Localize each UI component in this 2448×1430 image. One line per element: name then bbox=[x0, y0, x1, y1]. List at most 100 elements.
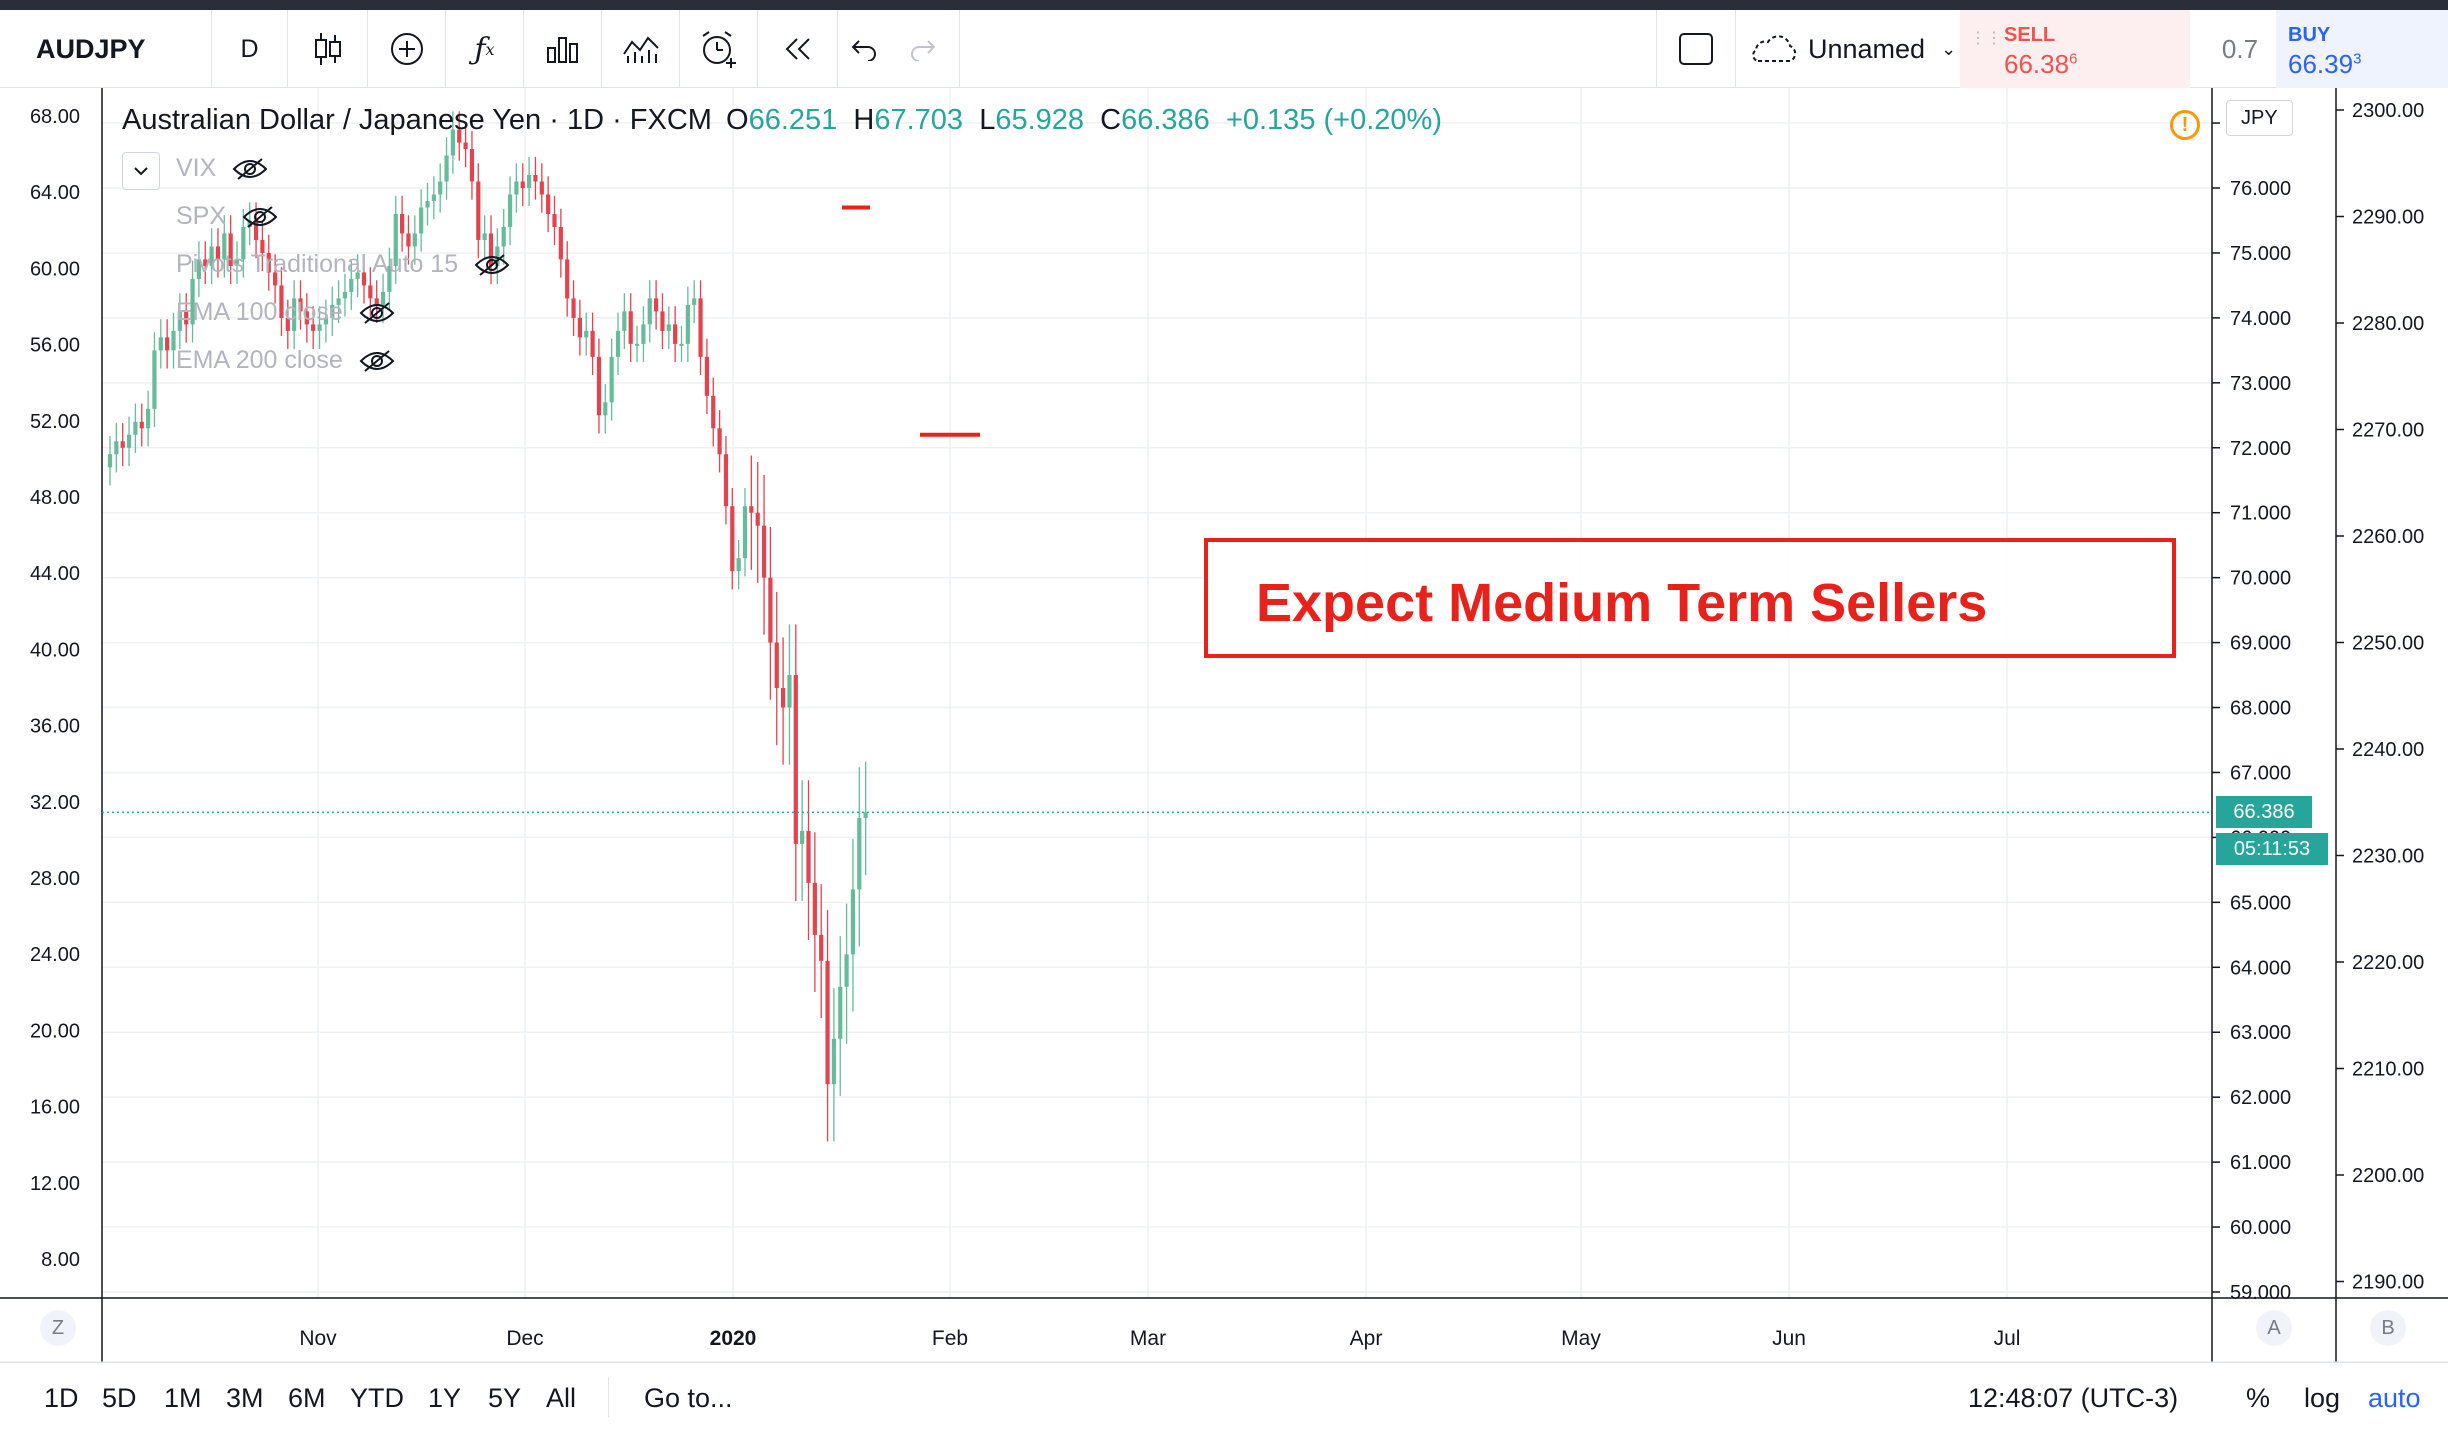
candle-body bbox=[533, 175, 538, 182]
goto-button[interactable]: Go to... bbox=[644, 1383, 733, 1413]
far-right-axis-tick-label: 2290.00 bbox=[2352, 207, 2424, 229]
right-axis-tick-label: 61.000 bbox=[2230, 1152, 2291, 1174]
percent-toggle[interactable]: % bbox=[2246, 1383, 2271, 1413]
far-right-axis-tick-label: 2240.00 bbox=[2352, 739, 2424, 761]
range-ytd[interactable]: YTD bbox=[350, 1383, 404, 1413]
candle-body bbox=[203, 259, 208, 266]
time-axis-label: Jun bbox=[1772, 1327, 1806, 1350]
candle-body bbox=[654, 298, 659, 312]
indicators-icon[interactable] bbox=[602, 10, 680, 88]
symbol-search[interactable]: AUDJPY bbox=[0, 10, 212, 88]
candle-body bbox=[730, 506, 735, 572]
cloud-icon bbox=[1752, 35, 1797, 62]
candle-body bbox=[120, 441, 125, 448]
redo-icon[interactable] bbox=[888, 10, 960, 88]
candle-body bbox=[298, 298, 303, 312]
time-axis-label: Feb bbox=[932, 1327, 968, 1350]
hidden-eye-icon[interactable] bbox=[232, 157, 268, 181]
buy-button[interactable]: BUY 66.393 bbox=[2276, 10, 2448, 88]
plus-circle-icon[interactable] bbox=[368, 10, 446, 88]
hidden-eye-icon[interactable] bbox=[474, 253, 510, 277]
alert-icon[interactable] bbox=[680, 10, 758, 88]
candles-icon[interactable] bbox=[288, 10, 368, 88]
log-toggle[interactable]: log bbox=[2304, 1383, 2341, 1413]
left-axis-tick-label: 28.00 bbox=[30, 868, 80, 890]
window-top-strip bbox=[0, 0, 2448, 10]
far-right-axis-tick-label: 2270.00 bbox=[2352, 420, 2424, 442]
currency-tag[interactable]: JPY bbox=[2226, 100, 2293, 136]
range-1m[interactable]: 1M bbox=[164, 1383, 202, 1413]
candle-body bbox=[546, 194, 551, 214]
candle-body bbox=[393, 213, 398, 266]
range-5d[interactable]: 5D bbox=[102, 1383, 137, 1413]
candle-body bbox=[774, 642, 779, 689]
candle-body bbox=[469, 149, 475, 182]
left-axis-tick-label: 48.00 bbox=[30, 487, 80, 509]
candle-body bbox=[666, 324, 671, 331]
hidden-eye-icon[interactable] bbox=[242, 205, 278, 229]
range-all[interactable]: All bbox=[546, 1383, 577, 1413]
fullscreen-icon[interactable] bbox=[1656, 10, 1736, 88]
interval-button[interactable]: D bbox=[212, 10, 288, 88]
candle-body bbox=[330, 304, 335, 318]
undo-icon[interactable] bbox=[838, 10, 888, 88]
candle-body bbox=[501, 226, 506, 247]
compare-icon[interactable] bbox=[524, 10, 602, 88]
range-1y[interactable]: 1Y bbox=[428, 1383, 462, 1413]
indicator-spx[interactable]: SPX bbox=[176, 202, 278, 231]
candle-body bbox=[679, 343, 684, 346]
replay-icon[interactable] bbox=[758, 10, 838, 88]
candle-body bbox=[590, 330, 595, 357]
indicators-collapse-button[interactable] bbox=[122, 152, 160, 190]
candle-body bbox=[615, 330, 621, 357]
clock[interactable]: 12:48:07 (UTC-3) bbox=[1968, 1383, 2179, 1413]
left-axis-tick-label: 12.00 bbox=[30, 1173, 80, 1195]
candle-body bbox=[584, 330, 589, 338]
candle-body bbox=[241, 226, 246, 260]
right-axis-tick-label: 59.000 bbox=[2230, 1282, 2291, 1304]
candle-body bbox=[361, 272, 367, 286]
range-3m[interactable]: 3M bbox=[226, 1383, 264, 1413]
hidden-eye-icon[interactable] bbox=[359, 301, 395, 325]
indicator-vix[interactable]: VIX bbox=[176, 154, 268, 183]
legend-title: Australian Dollar / Japanese Yen · 1D · … bbox=[122, 104, 712, 136]
indicator-ema-100[interactable]: EMA 100 close bbox=[176, 298, 395, 327]
candle-body bbox=[196, 259, 201, 279]
price-chart[interactable]: 68.00 64.00 60.00 56.00 52.00 48.00 44.00 40.00… bbox=[0, 88, 2448, 1362]
hidden-eye-icon[interactable] bbox=[359, 349, 395, 373]
candle-body bbox=[311, 324, 316, 331]
scale-b-button[interactable]: B bbox=[2370, 1310, 2406, 1346]
far-right-axis-tick-label: 2210.00 bbox=[2352, 1059, 2424, 1081]
layout-name: Unnamed bbox=[1808, 33, 1926, 64]
annotation-box[interactable]: Expect Medium Term Sellers bbox=[1204, 538, 2176, 658]
left-axis-tick-label: 8.00 bbox=[41, 1249, 80, 1271]
candle-body bbox=[342, 291, 348, 299]
candle-body bbox=[177, 311, 182, 331]
buy-price: 66.393 bbox=[2288, 49, 2362, 79]
candle-body bbox=[336, 298, 341, 305]
warning-icon[interactable]: ! bbox=[2170, 110, 2200, 140]
range-5y[interactable]: 5Y bbox=[488, 1383, 522, 1413]
sell-button[interactable]: ⋮⋮ SELL 66.386 bbox=[1960, 10, 2190, 88]
zoom-z-button[interactable]: Z bbox=[40, 1310, 76, 1346]
auto-toggle[interactable]: auto bbox=[2368, 1383, 2421, 1413]
candle-body bbox=[457, 129, 462, 143]
right-axis-tick-label: 76.000 bbox=[2230, 178, 2291, 200]
layout-name-button[interactable]: Unnamed ⌄ bbox=[1748, 10, 1956, 88]
candle-body bbox=[133, 421, 138, 435]
auto-scale-a-button[interactable]: A bbox=[2256, 1310, 2292, 1346]
candle-body bbox=[285, 317, 290, 331]
indicator-pivots[interactable]: Pivots Traditional Auto 15 bbox=[176, 250, 510, 279]
candle-body bbox=[609, 356, 614, 403]
range-1d[interactable]: 1D bbox=[44, 1383, 79, 1413]
candle-body bbox=[184, 311, 189, 325]
right-axis-tick-label: 72.000 bbox=[2230, 438, 2291, 460]
candle-body bbox=[539, 181, 544, 195]
candle-body bbox=[838, 986, 843, 1039]
left-axis-tick-label: 68.00 bbox=[30, 106, 80, 128]
candle-body bbox=[126, 434, 132, 448]
candle-body bbox=[444, 155, 449, 182]
indicator-ema-200[interactable]: EMA 200 close bbox=[176, 346, 395, 375]
range-6m[interactable]: 6M bbox=[288, 1383, 326, 1413]
